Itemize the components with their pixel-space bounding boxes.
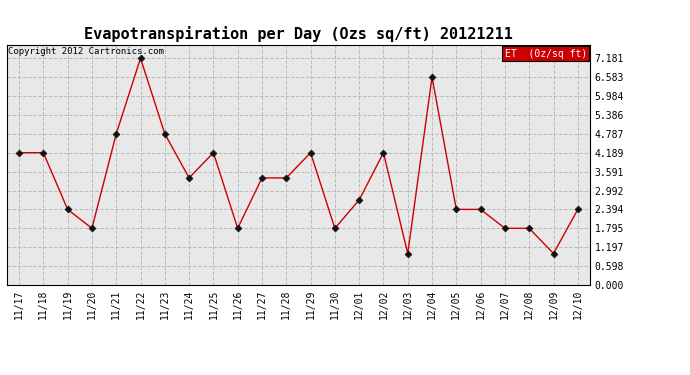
Text: Copyright 2012 Cartronics.com: Copyright 2012 Cartronics.com — [8, 47, 164, 56]
Text: ET  (0z/sq ft): ET (0z/sq ft) — [505, 49, 587, 58]
Title: Evapotranspiration per Day (Ozs sq/ft) 20121211: Evapotranspiration per Day (Ozs sq/ft) 2… — [84, 27, 513, 42]
